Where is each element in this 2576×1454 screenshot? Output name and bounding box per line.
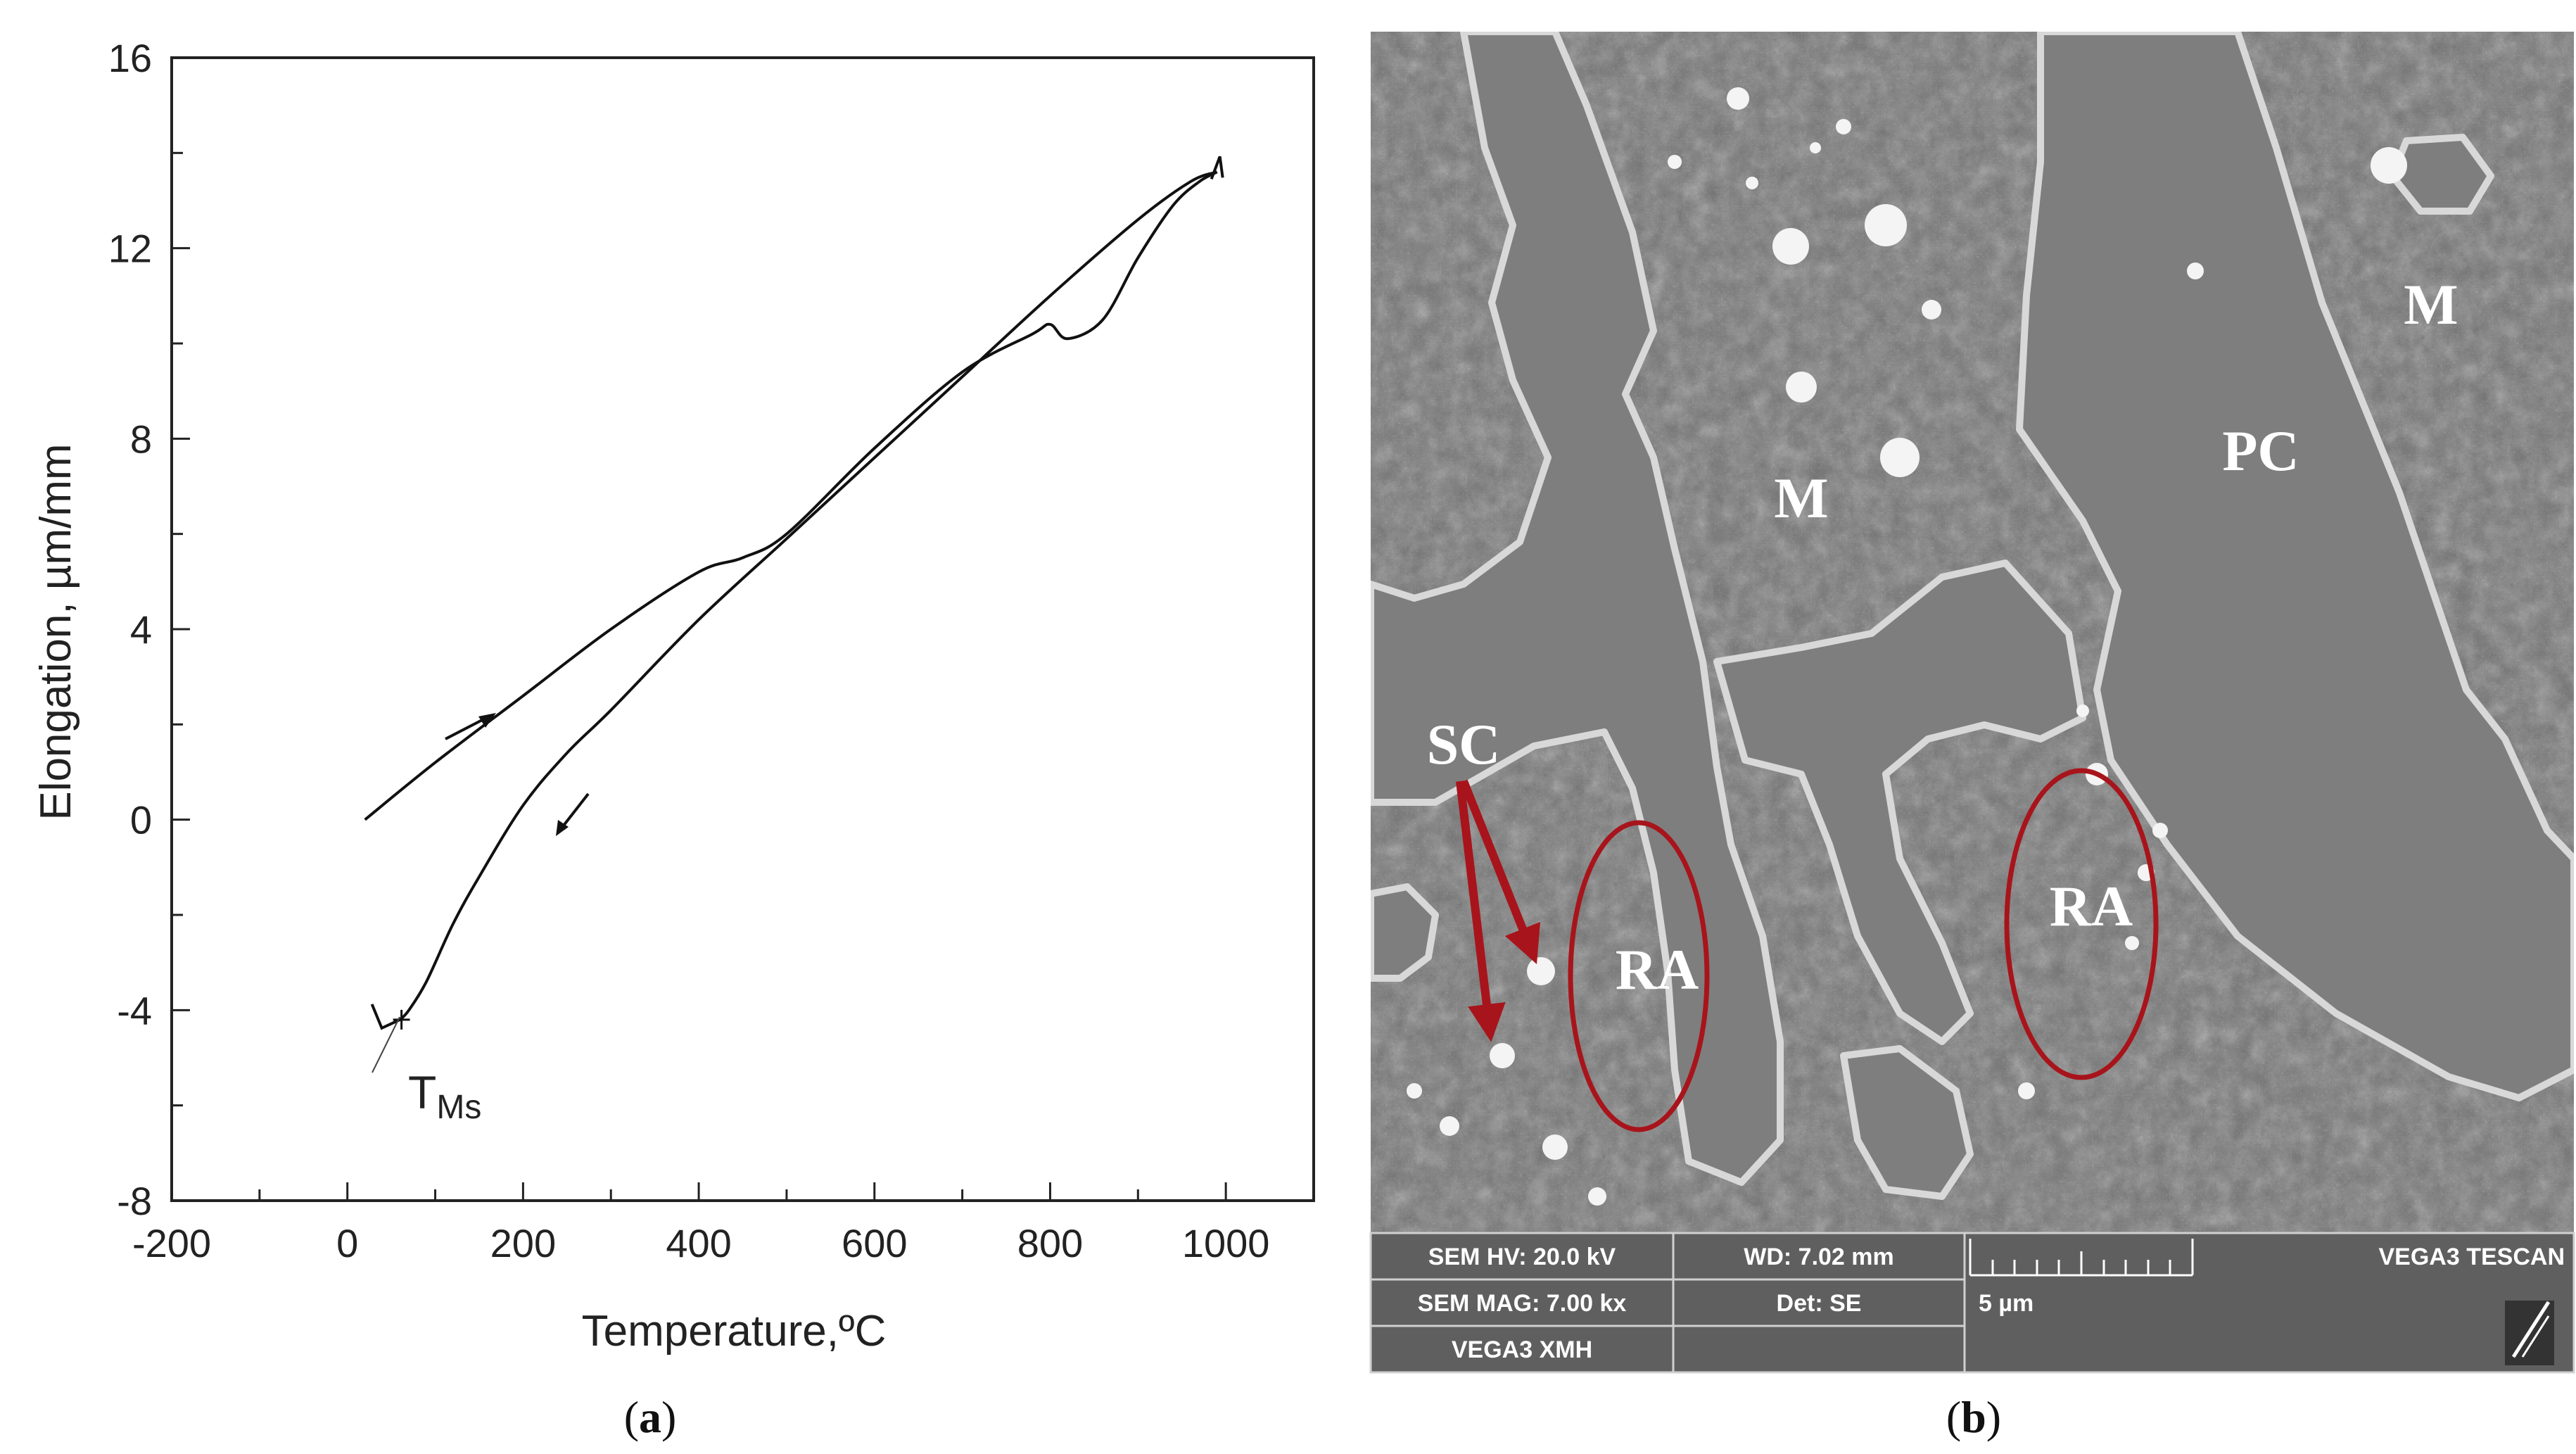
y-tick-label: -4: [117, 988, 152, 1032]
eutectic-carbide-lower: [1840, 1045, 1974, 1200]
cooling-direction-arrowhead: [556, 820, 569, 836]
x-tick-label: -200: [132, 1221, 211, 1265]
y-tick-label: 0: [130, 798, 152, 842]
x-tick-label: 200: [490, 1221, 556, 1265]
x-tick-label: 0: [336, 1221, 358, 1265]
primary-carbide-band: [2016, 32, 2574, 1101]
y-tick-label: -8: [117, 1179, 152, 1223]
carbide-regions: [1371, 32, 2574, 1200]
sem-info-bar: SEM HV: 20.0 kV WD: 7.02 mm SEM MAG: 7.0…: [1369, 1232, 2575, 1374]
m-label-right: M: [2404, 272, 2458, 336]
sem-mag-value: SEM MAG: 7.00 kx: [1418, 1290, 1627, 1317]
sc-label: SC: [1427, 712, 1501, 776]
m-label-upper: M: [1774, 466, 1828, 530]
sc-arrow-2: [1456, 780, 1506, 1042]
ms-point-marker: [393, 1009, 410, 1030]
cooling-curve: [399, 170, 1218, 1021]
series-layer: [364, 156, 1224, 1030]
x-tick-label: 1000: [1182, 1221, 1270, 1265]
eutectic-carbide-left: [1371, 883, 1439, 982]
ra-label-right: RA: [2050, 874, 2133, 938]
x-tick-label: 400: [666, 1221, 731, 1265]
eutectic-carbide-network: [1371, 32, 1784, 1186]
pc-label: PC: [2222, 419, 2299, 483]
sem-detector-value: Det: SE: [1777, 1290, 1862, 1317]
plot-frame: [170, 56, 1315, 1202]
ms-tangent-line: [372, 1016, 400, 1073]
caption-a: (a): [624, 1392, 677, 1442]
x-axis-title: Temperature,ºC: [582, 1307, 887, 1355]
y-tick-label: 8: [130, 417, 152, 461]
heating-direction-arrowhead: [478, 713, 496, 728]
sem-image-area: PC M M SC RA RA: [1371, 32, 2574, 1233]
caption-b: (b): [1946, 1392, 2001, 1442]
loop-end-hook: [1210, 156, 1224, 180]
heating-curve: [364, 170, 1218, 821]
ra-ellipse-right: [2004, 768, 2159, 1080]
tescan-logo-icon: [2505, 1301, 2554, 1365]
x-axis-ticks: -200 0 200 400 600 800 1000: [132, 1182, 1315, 1265]
x-tick-label: 600: [842, 1221, 907, 1265]
ms-label: TMs: [408, 1066, 481, 1126]
y-axis-ticks: -8 -4 0 4 8 12 16: [108, 36, 190, 1223]
ra-label-left: RA: [1616, 937, 1699, 1001]
ra-ellipse-left: [1568, 820, 1710, 1132]
scale-bar: [1969, 1239, 2194, 1277]
sem-hv-value: SEM HV: 20.0 kV: [1428, 1244, 1616, 1270]
sem-brand-value: VEGA3 TESCAN: [2379, 1244, 2565, 1270]
dilatometry-chart: -200 0 200 400 600 800 1000 -8 -4 0 4 8 12 16 TMs Te…: [32, 36, 1315, 1355]
cooling-direction-arrow: [559, 792, 590, 830]
ms-kink-mark: [370, 1004, 401, 1030]
y-tick-label: 16: [108, 36, 152, 80]
x-tick-label: 800: [1017, 1221, 1083, 1265]
y-axis-title: Elongation, µm/mm: [32, 443, 80, 820]
secondary-carbides: [1407, 87, 2407, 1206]
sem-model-value: VEGA3 XMH: [1452, 1336, 1592, 1363]
sem-micrograph: PC M M SC RA RA SEM HV: 20.0 kV WD: 7.02…: [1369, 32, 2575, 1374]
eutectic-carbide-bridge: [1713, 560, 2086, 1045]
y-tick-label: 4: [130, 607, 152, 652]
scale-bar-label: 5 µm: [1979, 1290, 2033, 1317]
y-tick-label: 12: [108, 227, 152, 271]
sc-arrow-1: [1459, 779, 1541, 965]
sem-wd-value: WD: 7.02 mm: [1744, 1244, 1894, 1270]
